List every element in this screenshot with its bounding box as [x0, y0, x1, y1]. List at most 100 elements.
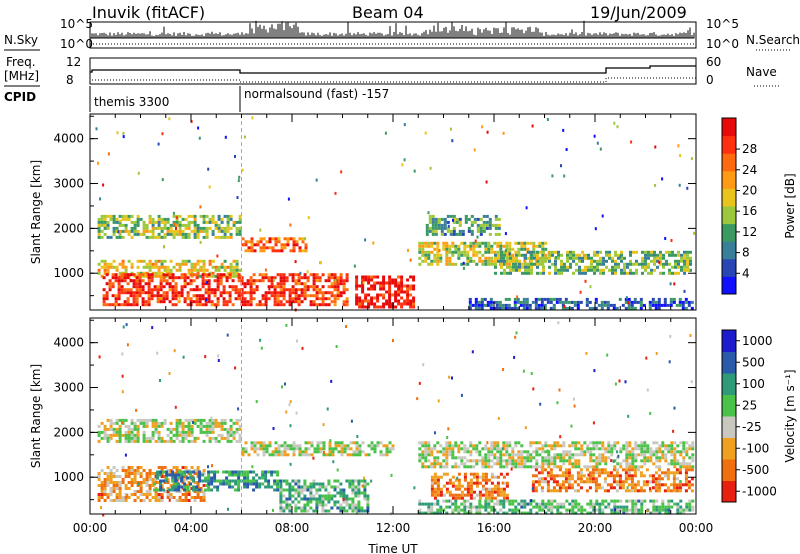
y-axis-label: Slant Range [km]: [29, 160, 43, 264]
y-tick-label: 1000: [53, 266, 84, 280]
scatter-band: [241, 441, 395, 457]
colorbar-frame: [721, 329, 737, 503]
scatter-band: [468, 297, 694, 310]
colorbar-tick-label: 100: [742, 377, 765, 391]
colorbar-swatch: [722, 276, 736, 295]
nave-label: Nave: [746, 65, 777, 79]
colorbar-tick-label: -25: [742, 420, 762, 434]
scatter-band: [418, 241, 548, 266]
scatter-band: [102, 273, 349, 307]
colorbar-swatch: [722, 258, 736, 277]
colorbar-swatch: [722, 118, 736, 137]
colorbar-tick-label: 8: [742, 246, 750, 260]
y-tick-label: 3000: [53, 381, 84, 395]
colorbar-swatch: [722, 170, 736, 189]
cpid-label: CPID: [4, 90, 36, 104]
x-tick-label: 00:00: [73, 521, 108, 535]
scatter-band: [241, 237, 308, 253]
x-tick-label: 12:00: [376, 521, 411, 535]
scatter-band: [97, 214, 242, 239]
colorbar-tick-label: -100: [742, 441, 769, 455]
colorbar-swatch: [722, 459, 736, 481]
colorbar-swatch: [722, 480, 736, 503]
scatter-band: [418, 499, 695, 515]
station-title: Inuvik (fitACF): [92, 3, 205, 22]
y-axis-label: Slant Range [km]: [29, 364, 43, 468]
y-tick-label: 4000: [53, 336, 84, 350]
colorbar-swatch: [722, 373, 736, 395]
colorbar-frame: [721, 117, 737, 295]
freq-left-tick-bottom: 8: [66, 73, 74, 87]
nave-trace: [92, 77, 696, 83]
scatter-band: [97, 418, 242, 443]
scatter-band: [418, 441, 695, 469]
beam-title: Beam 04: [352, 3, 424, 22]
colorbar-swatch: [722, 223, 736, 242]
date-title: 19/Jun/2009: [590, 3, 687, 22]
cpid-strip: CPID themis 3300 normalsound (fast) -157: [4, 86, 389, 112]
cpid-segment-2: normalsound (fast) -157: [244, 87, 389, 101]
colorbar-swatch: [722, 188, 736, 207]
noise-left-tick-top: 10^5: [60, 17, 93, 31]
x-tick-label: 20:00: [578, 521, 613, 535]
x-tick-label: 04:00: [174, 521, 209, 535]
freq-label: Freq.: [6, 55, 36, 69]
noise-right-tick-top: 10^5: [706, 17, 739, 31]
scatter-band: [425, 214, 501, 236]
x-tick-label: 00:00: [679, 521, 714, 535]
noise-right-tick-bottom: 10^0: [706, 37, 739, 51]
scatter-band: [494, 250, 692, 275]
colorbar-swatch: [722, 330, 736, 352]
y-tick-label: 2000: [53, 425, 84, 439]
colorbar: 1000 500 100 25 -25 -100 -500 -1000 Velocity [m …: [721, 329, 797, 503]
noise-left-tick-bottom: 10^0: [60, 37, 93, 51]
scatter-specks: [95, 116, 696, 312]
colorbar-tick-label: 16: [742, 204, 757, 218]
colorbar-tick-label: 25: [742, 398, 757, 412]
colorbar-tick-label: 12: [742, 225, 757, 239]
colorbar-tick-label: -1000: [742, 484, 777, 498]
nsearch-label: N.Search: [746, 33, 800, 47]
colorbar-swatch: [722, 416, 736, 438]
scatter-band: [153, 470, 283, 492]
colorbar: 4 8 12 16 20 24 28 Power [dB]: [721, 117, 797, 295]
colorbar-tick-label: 500: [742, 355, 765, 369]
x-tick-label: 16:00: [477, 521, 512, 535]
cpid-segment-1: themis 3300: [94, 95, 169, 109]
colorbar-tick-label: 24: [742, 163, 757, 177]
colorbar-tick-label: 1000: [742, 334, 773, 348]
colorbar-swatch: [722, 206, 736, 225]
colorbar-tick-label: -500: [742, 463, 769, 477]
freq-panel: 12 8 60 0 Freq. [MHz] Nave: [4, 55, 780, 87]
colorbar-swatch: [722, 135, 736, 154]
colorbar-tick-label: 20: [742, 183, 757, 197]
freq-left-tick-top: 12: [66, 55, 81, 69]
y-tick-label: 2000: [53, 221, 84, 235]
colorbar-swatch: [722, 394, 736, 417]
freq-trace: [90, 65, 696, 74]
scatter-band: [531, 468, 694, 493]
colorbar-tick-label: 4: [742, 266, 750, 280]
noise-sky-trace: [90, 20, 695, 39]
nsky-label: N.Sky: [4, 33, 38, 47]
freq-right-tick-top: 60: [706, 55, 721, 69]
scatter-specks: [98, 321, 693, 517]
scatter-band: [279, 479, 370, 513]
scatter-band: [355, 275, 416, 309]
noise-panel: 10^5 10^0 10^5 10^0 N.Sky N.Search: [4, 17, 800, 51]
colorbar-swatch: [722, 241, 736, 260]
colorbar-tick-label: 28: [742, 142, 757, 156]
x-tick-label: 08:00: [275, 521, 310, 535]
y-tick-label: 3000: [53, 177, 84, 191]
colorbar-swatch: [722, 351, 736, 374]
y-tick-label: 4000: [53, 132, 84, 146]
colorbar-swatch: [722, 153, 736, 172]
freq-right-tick-bottom: 0: [706, 73, 714, 87]
y-tick-label: 1000: [53, 470, 84, 484]
colorbar-swatch: [722, 437, 736, 460]
x-axis-label: Time UT: [367, 542, 418, 554]
scatter-band: [430, 472, 509, 500]
velocity-panel: 1000 2000 3000 4000 00:00 04:00 08:00 12:00 16:0…: [29, 317, 797, 535]
power-panel: 1000 2000 3000 4000 Slant Range [km] 4 8 12 16 20…: [29, 113, 797, 312]
